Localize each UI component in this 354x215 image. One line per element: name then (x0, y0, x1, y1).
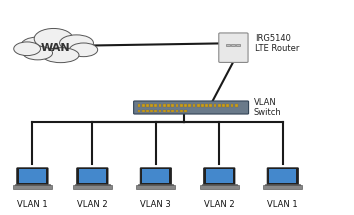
Bar (265, 184, 301, 185)
Text: VLAN 1: VLAN 1 (17, 200, 48, 209)
Ellipse shape (21, 37, 55, 54)
Bar (235, 104, 238, 107)
Bar (13, 185, 52, 189)
Bar (142, 169, 170, 183)
Bar (188, 104, 191, 107)
Bar (184, 104, 187, 107)
Bar (137, 104, 140, 107)
Bar (231, 44, 235, 46)
FancyBboxPatch shape (219, 33, 248, 62)
Bar (15, 184, 50, 185)
Bar (205, 104, 208, 107)
Bar (201, 104, 204, 107)
Bar (214, 104, 217, 107)
Ellipse shape (69, 43, 98, 57)
FancyBboxPatch shape (77, 168, 108, 185)
Text: VLAN 1: VLAN 1 (268, 200, 298, 209)
FancyBboxPatch shape (17, 168, 48, 185)
Bar (236, 44, 240, 46)
Bar (159, 104, 161, 107)
Bar (73, 185, 112, 189)
Bar (226, 104, 229, 107)
Bar (79, 169, 106, 183)
Bar (210, 104, 212, 107)
Ellipse shape (42, 48, 79, 63)
Bar (180, 104, 183, 107)
Bar (137, 110, 140, 112)
Bar (75, 184, 110, 185)
Bar (197, 104, 200, 107)
Bar (154, 104, 157, 107)
Bar (167, 110, 170, 112)
Bar (171, 110, 174, 112)
Text: VLAN 2: VLAN 2 (204, 200, 235, 209)
Text: VLAN 3: VLAN 3 (141, 200, 171, 209)
Text: VLAN
Switch: VLAN Switch (254, 98, 282, 117)
Ellipse shape (23, 46, 52, 60)
Bar (19, 169, 46, 183)
Ellipse shape (59, 35, 93, 51)
Bar (163, 110, 166, 112)
Bar (142, 104, 144, 107)
Bar (150, 104, 153, 107)
Bar (159, 110, 161, 112)
Text: VLAN 2: VLAN 2 (77, 200, 108, 209)
Bar (218, 104, 221, 107)
FancyBboxPatch shape (140, 168, 172, 185)
Bar (202, 184, 237, 185)
Ellipse shape (14, 42, 41, 56)
Bar (167, 104, 170, 107)
Bar (230, 104, 233, 107)
Bar (176, 110, 178, 112)
FancyBboxPatch shape (133, 101, 249, 114)
Bar (180, 110, 183, 112)
Ellipse shape (34, 28, 73, 49)
Bar (142, 110, 144, 112)
Bar (146, 110, 149, 112)
Bar (263, 185, 302, 189)
Bar (226, 44, 230, 46)
Bar (184, 110, 187, 112)
Text: IRG5140
LTE Router: IRG5140 LTE Router (256, 34, 300, 53)
Bar (154, 110, 157, 112)
Bar (150, 110, 153, 112)
FancyBboxPatch shape (267, 168, 298, 185)
Bar (222, 104, 225, 107)
Bar (138, 184, 173, 185)
Bar (146, 104, 149, 107)
Bar (163, 104, 166, 107)
Text: WAN: WAN (41, 43, 70, 53)
Bar (206, 169, 233, 183)
Bar (269, 169, 296, 183)
Bar (176, 104, 178, 107)
Bar (171, 104, 174, 107)
Bar (200, 185, 239, 189)
Bar (193, 104, 195, 107)
Bar (136, 185, 175, 189)
FancyBboxPatch shape (204, 168, 235, 185)
